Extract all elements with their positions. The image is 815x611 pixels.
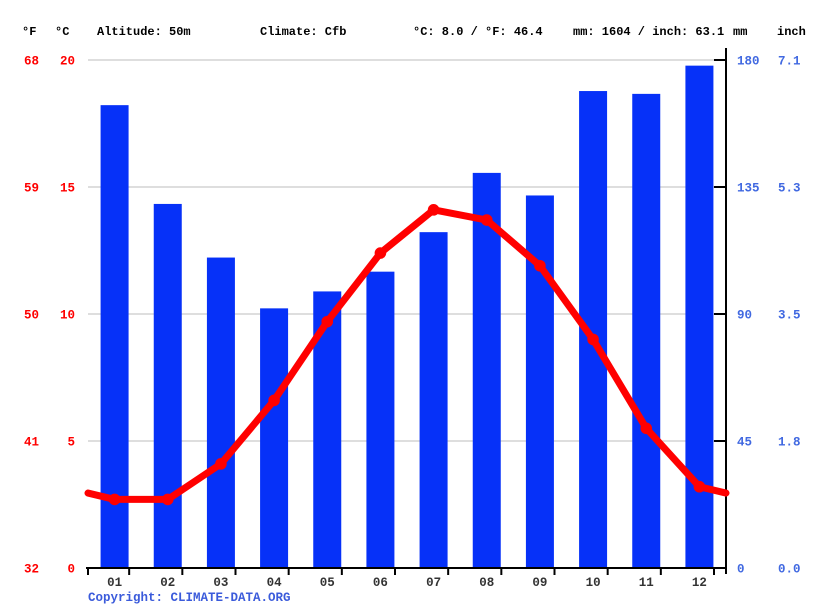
left-axis-f-label-32: 32 [24, 563, 39, 577]
climate-class-label: Climate: Cfb [260, 25, 347, 39]
temperature-point-05 [321, 315, 334, 328]
precipitation-bar-08 [472, 172, 501, 568]
right-axis-mm-label-135: 135 [737, 182, 760, 196]
month-label-05: 05 [320, 576, 335, 590]
temperature-point-07 [427, 204, 440, 216]
precipitation-bar-09 [525, 195, 554, 568]
celsius-unit-label: °C [55, 25, 70, 39]
precipitation-bar-02 [153, 203, 182, 568]
left-axis-c-label-15: 15 [60, 182, 75, 196]
temperature-point-10 [587, 333, 599, 346]
left-axis-f-label-50: 50 [24, 309, 39, 323]
mm-unit-label: mm [733, 25, 748, 39]
precipitation-bar-03 [206, 257, 235, 568]
copyright-label: Copyright: [88, 591, 171, 605]
precipitation-bar-06 [366, 271, 395, 568]
right-axis-mm-label-0: 0 [737, 563, 745, 577]
left-axis-c-label-10: 10 [60, 309, 75, 323]
temperature-point-01 [108, 493, 121, 506]
month-label-07: 07 [426, 576, 441, 590]
month-label-04: 04 [267, 576, 283, 590]
right-axis-mm-label-90: 90 [737, 309, 752, 323]
month-label-09: 09 [532, 576, 547, 590]
annual-temp-label: °C: 8.0 / °F: 46.4 [413, 25, 543, 39]
temperature-point-04 [268, 394, 280, 407]
left-axis-f-label-59: 59 [24, 182, 39, 196]
right-axis-inch-label-0.0: 0.0 [778, 563, 801, 577]
temperature-point-11 [640, 422, 653, 435]
annual-precip-label: mm: 1604 / inch: 63.1 [573, 25, 725, 39]
fahrenheit-unit-label: °F [22, 25, 37, 39]
temperature-point-09 [534, 259, 546, 272]
left-axis-f-label-41: 41 [24, 436, 39, 450]
month-label-11: 11 [639, 576, 654, 590]
left-axis-c-label-0: 0 [67, 563, 75, 577]
altitude-label: Altitude: 50m [97, 25, 191, 39]
month-label-12: 12 [692, 576, 707, 590]
temperature-point-06 [374, 247, 387, 259]
month-label-06: 06 [373, 576, 388, 590]
copyright: Copyright: CLIMATE-DATA.ORG [88, 591, 291, 605]
copyright-link[interactable]: CLIMATE-DATA.ORG [170, 591, 291, 605]
temperature-point-02 [161, 493, 174, 506]
right-axis-mm-label-45: 45 [737, 436, 752, 450]
precipitation-bar-01 [100, 105, 129, 569]
inch-unit-label: inch [777, 25, 806, 39]
right-axis-mm-label-180: 180 [737, 55, 760, 69]
right-axis-inch-label-3.5: 3.5 [778, 309, 801, 323]
right-axis-inch-label-5.3: 5.3 [778, 182, 801, 196]
right-axis-inch-label-1.8: 1.8 [778, 436, 801, 450]
month-label-08: 08 [479, 576, 494, 590]
temperature-point-12 [693, 480, 706, 493]
right-axis-inch-label-7.1: 7.1 [778, 55, 801, 69]
month-label-02: 02 [160, 576, 175, 590]
month-label-03: 03 [213, 576, 228, 590]
left-axis-f-label-68: 68 [24, 55, 39, 69]
temperature-line [84, 206, 730, 503]
temperature-point-08 [480, 214, 493, 226]
month-label-01: 01 [107, 576, 122, 590]
month-label-10: 10 [586, 576, 601, 590]
precipitation-bar-04 [260, 308, 289, 568]
left-axis-c-label-20: 20 [60, 55, 75, 69]
temperature-point-03 [215, 458, 227, 470]
precipitation-bar-11 [632, 93, 661, 568]
precipitation-bar-07 [419, 232, 448, 568]
left-axis-c-label-5: 5 [67, 436, 75, 450]
